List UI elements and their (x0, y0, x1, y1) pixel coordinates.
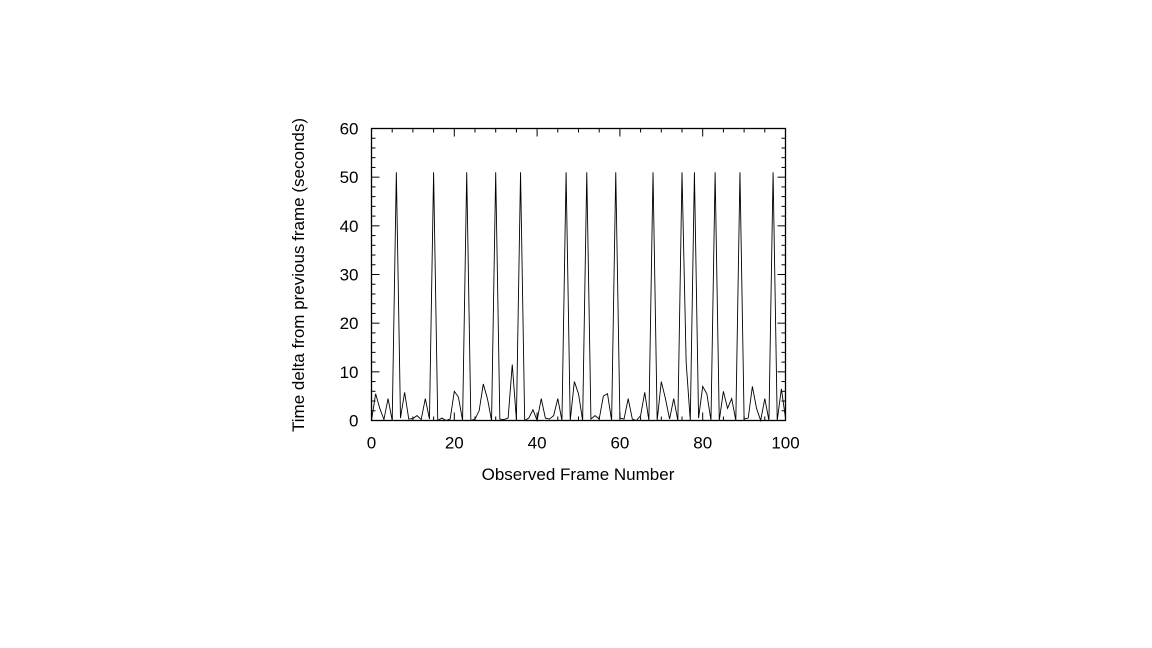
y-tick-labels: 0 10 20 30 40 50 60 (340, 120, 359, 431)
series-line (371, 172, 786, 423)
y-tick-label: 20 (340, 314, 359, 333)
x-tick-label: 20 (445, 434, 464, 453)
y-tick-label: 0 (349, 412, 358, 431)
x-tick-labels: 0 20 40 60 80 100 (367, 434, 800, 453)
plot-frame (370, 127, 787, 422)
x-axis-title: Observed Frame Number (482, 465, 675, 484)
y-tick-label: 40 (340, 217, 359, 236)
x-tick-label: 100 (771, 434, 799, 453)
y-tick-label: 30 (340, 266, 359, 285)
x-tick-label: 0 (367, 434, 376, 453)
x-tick-label: 80 (693, 434, 712, 453)
y-tick-label: 10 (340, 363, 359, 382)
y-tick-label: 60 (340, 120, 359, 139)
y-tick-label: 50 (340, 168, 359, 187)
x-tick-label: 40 (528, 434, 547, 453)
x-tick-label: 60 (610, 434, 629, 453)
y-axis-title: Time delta from previous frame (seconds) (289, 118, 308, 432)
